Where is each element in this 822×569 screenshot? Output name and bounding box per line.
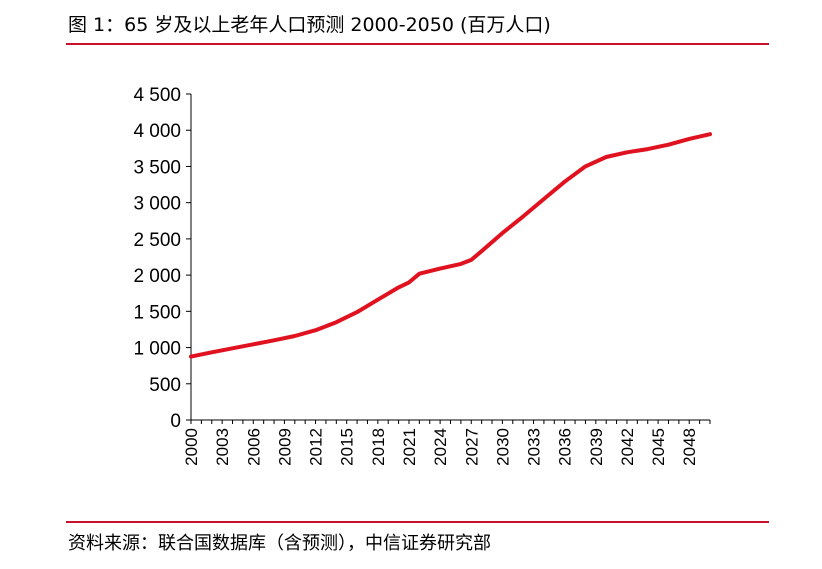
y-tick-label: 1 000 [133, 339, 181, 360]
chart-title: 图 1：65 岁及以上老年人口预测 2000-2050 (百万人口) [68, 14, 551, 36]
y-tick-label: 1 500 [133, 302, 181, 323]
x-tick-label: 2015 [338, 428, 357, 466]
x-tick-label: 2042 [618, 428, 637, 466]
x-axis-ticks: 2000 2003 2006 2009 2012 2015 2018 2021 2024 2027… [182, 420, 711, 466]
x-tick-label: 2030 [493, 428, 512, 466]
x-tick-label: 2033 [525, 428, 544, 466]
y-tick-label: 3 500 [133, 157, 181, 178]
x-tick-label: 2000 [182, 428, 201, 466]
x-tick-label: 2048 [680, 428, 699, 466]
x-tick-label: 2045 [649, 428, 668, 466]
source-note: 资料来源：联合国数据库（含预测），中信证券研究部 [68, 533, 491, 554]
y-tick-label: 0 [170, 411, 181, 432]
x-tick-label: 2006 [244, 428, 263, 466]
y-tick-label: 2 000 [133, 266, 181, 287]
x-tick-label: 2039 [587, 428, 606, 466]
x-tick-label: 2021 [400, 428, 419, 466]
x-tick-label: 2027 [462, 428, 481, 466]
x-tick-label: 2036 [556, 428, 575, 466]
x-tick-label: 2012 [307, 428, 326, 466]
y-tick-label: 500 [149, 375, 181, 396]
x-tick-label: 2009 [275, 428, 294, 466]
x-tick-label: 2003 [213, 428, 232, 466]
y-tick-label: 4 500 [133, 85, 181, 106]
y-tick-label: 4 000 [133, 121, 181, 142]
top-divider [66, 43, 769, 45]
y-tick-label: 3 000 [133, 194, 181, 215]
y-axis-ticks: 0 500 1 000 1 500 2 000 2 500 3 000 3 500 4 000 4… [133, 85, 191, 432]
bottom-divider [66, 521, 769, 523]
y-tick-label: 2 500 [133, 230, 181, 251]
series-line [189, 132, 712, 359]
x-tick-label: 2018 [369, 428, 388, 466]
x-tick-label: 2024 [431, 428, 450, 466]
